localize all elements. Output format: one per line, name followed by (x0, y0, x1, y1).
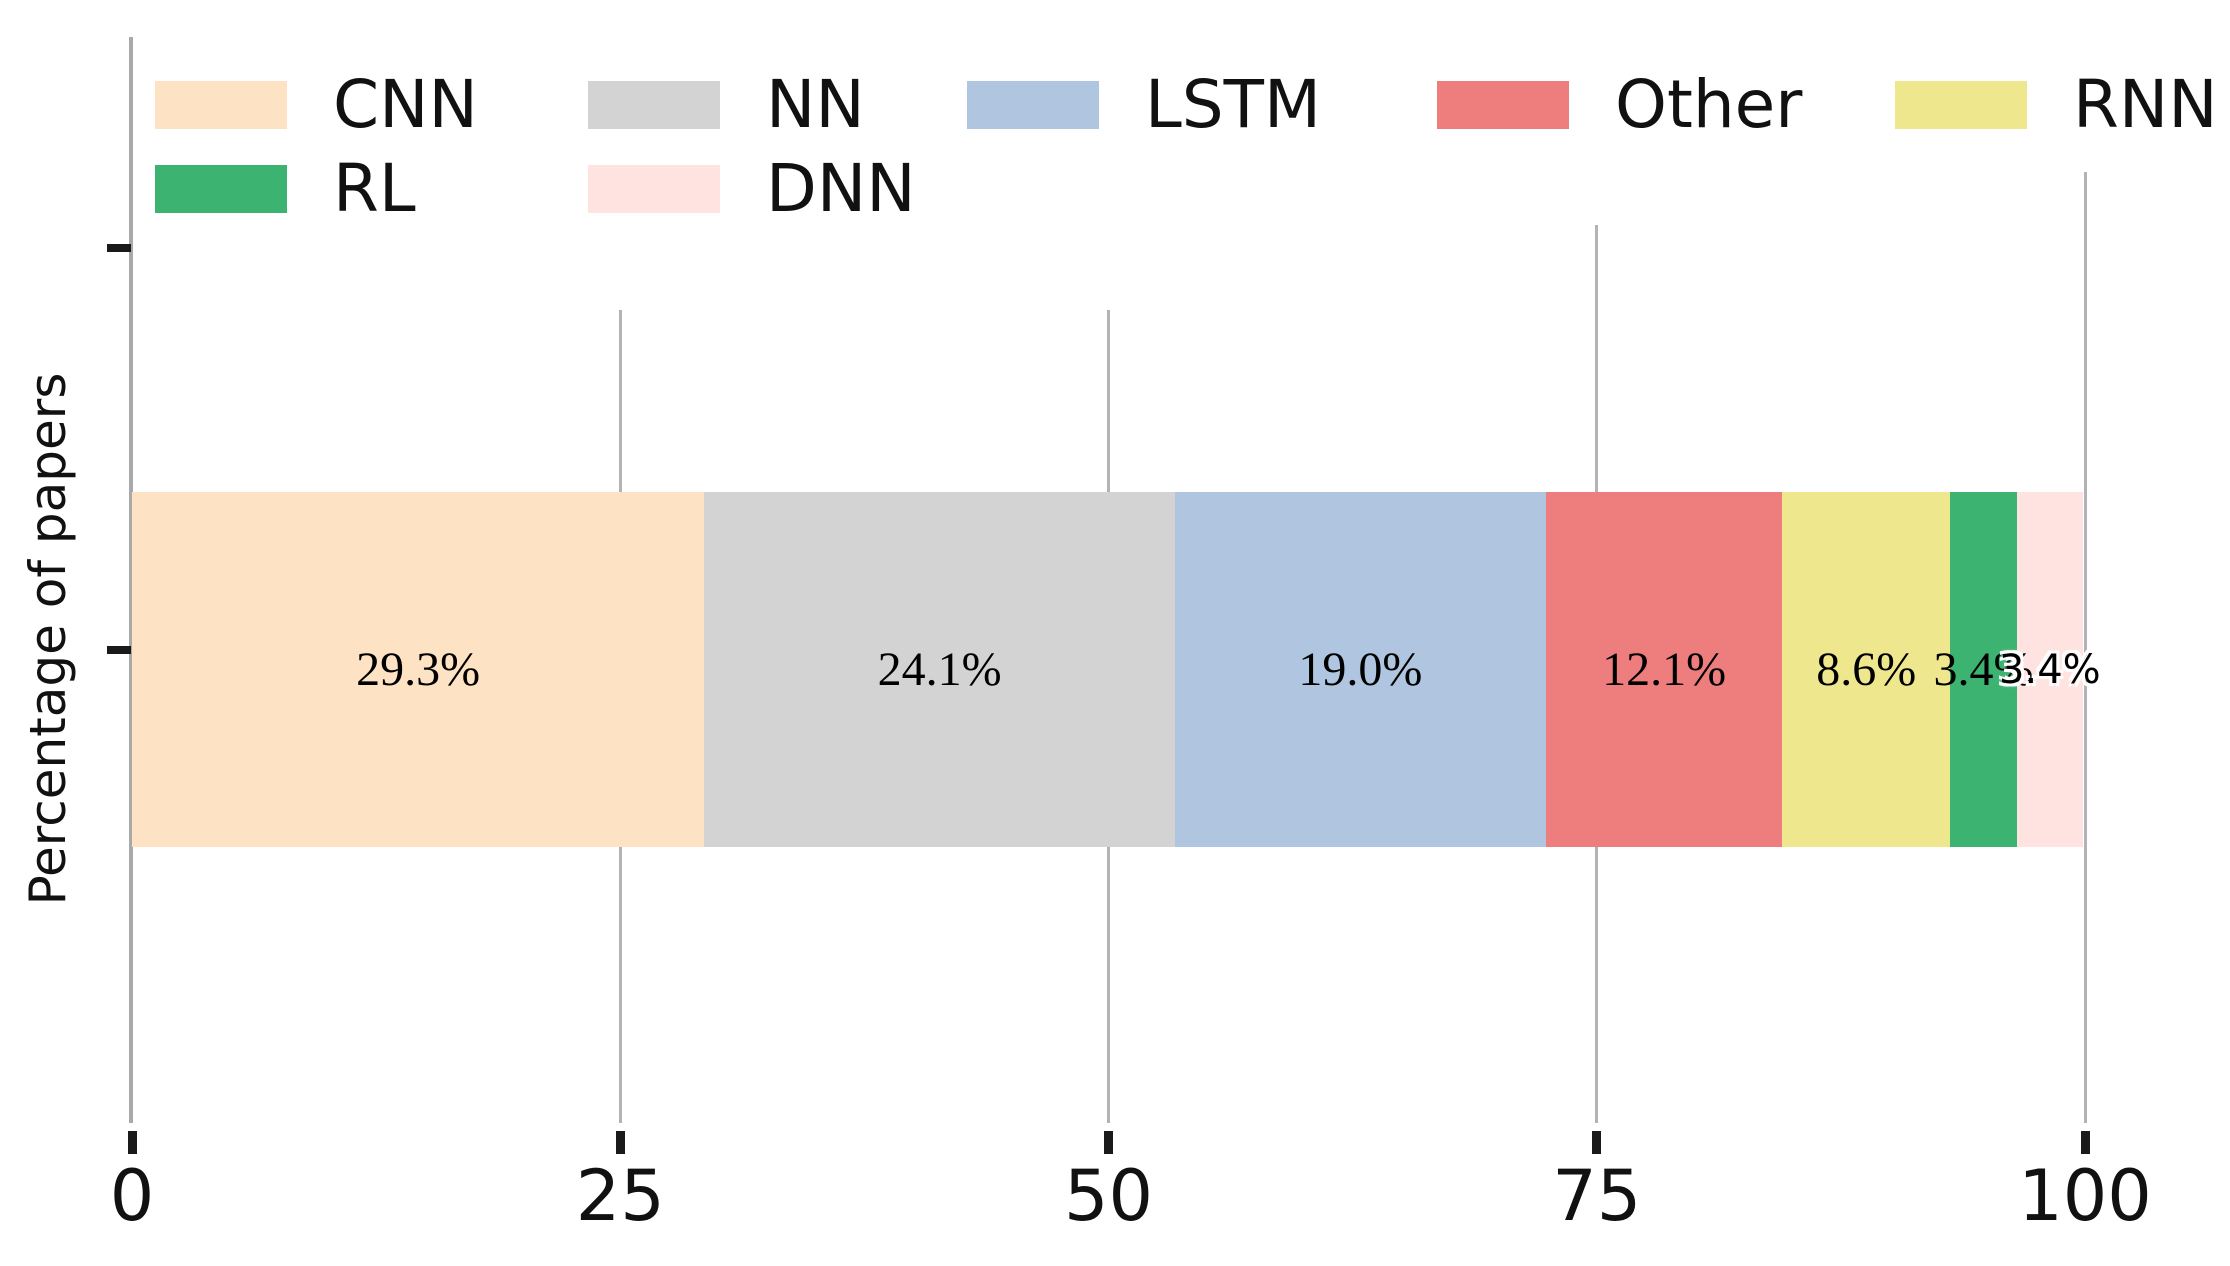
legend-entry-dnn: DNN (588, 156, 916, 222)
bar-segment-dnn: 3.4% (1999, 492, 2101, 847)
bar-segment-label-nn: 24.1% (877, 643, 1002, 696)
gridline-x-100 (2083, 172, 2087, 1123)
legend-swatch-nn (588, 81, 720, 129)
legend-entry-nn: NN (588, 72, 865, 138)
legend-label-nn: NN (766, 66, 865, 143)
legend-swatch-lstm (967, 81, 1099, 129)
bar-segment-label-rnn: 8.6% (1816, 643, 1917, 696)
bar-segment-label-lstm: 19.0% (1298, 643, 1423, 696)
legend-label-cnn: CNN (333, 66, 478, 143)
legend-label-other: Other (1615, 66, 1803, 143)
bar-segment-lstm: 19.0% (1174, 492, 1546, 847)
legend-entry-lstm: LSTM (967, 72, 1321, 138)
legend-entry-other: Other (1437, 72, 1802, 138)
x-axis-tick-0 (127, 1131, 137, 1154)
legend-entry-cnn: CNN (155, 72, 478, 138)
bar-segment-other: 12.1% (1545, 492, 1783, 847)
bar-segment-nn: 24.1% (704, 492, 1175, 847)
legend-swatch-cnn (155, 81, 287, 129)
x-axis-tick-50 (1104, 1131, 1113, 1154)
y-axis-spine (129, 37, 133, 1123)
bar-segment-label-other: 12.1% (1602, 643, 1727, 696)
legend-swatch-dnn (588, 165, 720, 213)
legend-label-dnn: DNN (766, 150, 916, 227)
bar-segment-rnn: 8.6% (1782, 492, 1951, 847)
bar-segment-label-rl: 3.4% (1933, 643, 2034, 696)
x-axis-tick-label-100: 100 (2018, 1155, 2152, 1237)
x-axis-tick-75 (1592, 1131, 1602, 1154)
legend-swatch-rnn (1895, 81, 2027, 129)
x-axis-tick-label-25: 25 (575, 1155, 665, 1237)
bar-segment-rl: 3.4% (1933, 492, 2033, 847)
legend-swatch-other (1437, 81, 1569, 129)
legend-label-rnn: RNN (2073, 66, 2218, 143)
bar-segment-cnn: 29.3% (132, 492, 705, 847)
legend-swatch-rl (155, 165, 287, 213)
x-axis-tick-label-75: 75 (1552, 1155, 1642, 1237)
y-axis-tick-1 (107, 646, 131, 654)
x-axis-tick-100 (2080, 1131, 2090, 1154)
legend-entry-rl: RL (155, 156, 416, 222)
x-axis-tick-label-0: 0 (109, 1155, 155, 1237)
x-axis-tick-25 (615, 1131, 625, 1154)
legend-entry-rnn: RNN (1895, 72, 2218, 138)
x-axis-tick-label-50: 50 (1063, 1155, 1154, 1237)
legend-label-rl: RL (333, 150, 416, 227)
stacked-bar: 29.3% 24.1% 19.0% 12.1% 8.6% 3.4% 3.4% (0, 492, 2230, 847)
bar-segment-label-dnn: 3.4% (1999, 646, 2101, 693)
y-axis-tick-0 (107, 244, 131, 252)
bar-segment-label-cnn: 29.3% (356, 643, 481, 696)
legend-label-lstm: LSTM (1145, 66, 1321, 143)
